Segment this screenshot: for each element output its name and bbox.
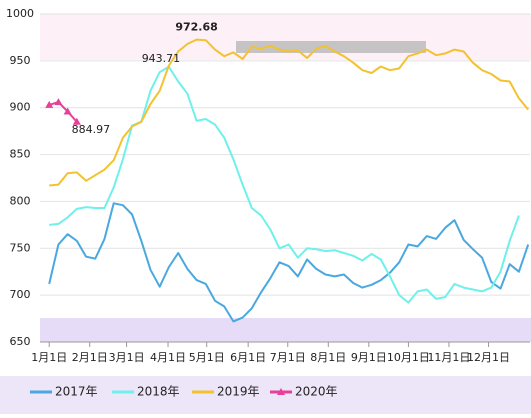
point-marker xyxy=(54,98,63,106)
legend-label: 2017年 xyxy=(55,385,98,399)
y-tick-label: 750 xyxy=(10,241,31,254)
y-tick-label: 800 xyxy=(10,194,31,207)
point-marker xyxy=(72,117,81,125)
x-tick-label: 2月1日 xyxy=(72,351,108,364)
data-label: 884.97 xyxy=(72,123,111,136)
point-marker xyxy=(45,100,54,108)
x-tick-label: 5月1日 xyxy=(189,351,225,364)
y-tick-label: 650 xyxy=(10,335,31,348)
series-line xyxy=(48,101,78,123)
legend-label: 2018年 xyxy=(137,385,180,399)
x-tick-label: 6月1日 xyxy=(230,351,266,364)
legend-label: 2019年 xyxy=(217,385,260,399)
series-line xyxy=(49,65,520,304)
point-marker xyxy=(63,107,72,115)
x-tick-label: 3月1日 xyxy=(109,351,145,364)
x-tick-label: 1月1日 xyxy=(31,351,67,364)
plot-band xyxy=(40,318,531,342)
series-line xyxy=(49,38,529,187)
y-tick-label: 1000 xyxy=(6,7,34,20)
y-tick-label: 950 xyxy=(10,54,31,67)
y-tick-label: 900 xyxy=(10,101,31,114)
y-tick-label: 700 xyxy=(10,288,31,301)
x-tick-label: 9月1日 xyxy=(351,351,387,364)
x-tick-label: 11月1日 xyxy=(427,351,470,364)
x-tick-label: 10月1日 xyxy=(387,351,430,364)
series-line xyxy=(48,202,530,323)
plot-band xyxy=(40,14,531,60)
legend-label: 2020年 xyxy=(295,385,338,399)
x-tick-label: 8月1日 xyxy=(310,351,346,364)
y-tick-label: 850 xyxy=(10,148,31,161)
legend-marker xyxy=(277,388,285,395)
x-tick-label: 12月1日 xyxy=(467,351,510,364)
x-tick-label: 7月1日 xyxy=(270,351,306,364)
legend-band xyxy=(0,376,531,414)
data-label: 943.71 xyxy=(142,52,181,65)
data-label: 972.68 xyxy=(175,21,217,34)
x-tick-label: 4月1日 xyxy=(150,351,186,364)
